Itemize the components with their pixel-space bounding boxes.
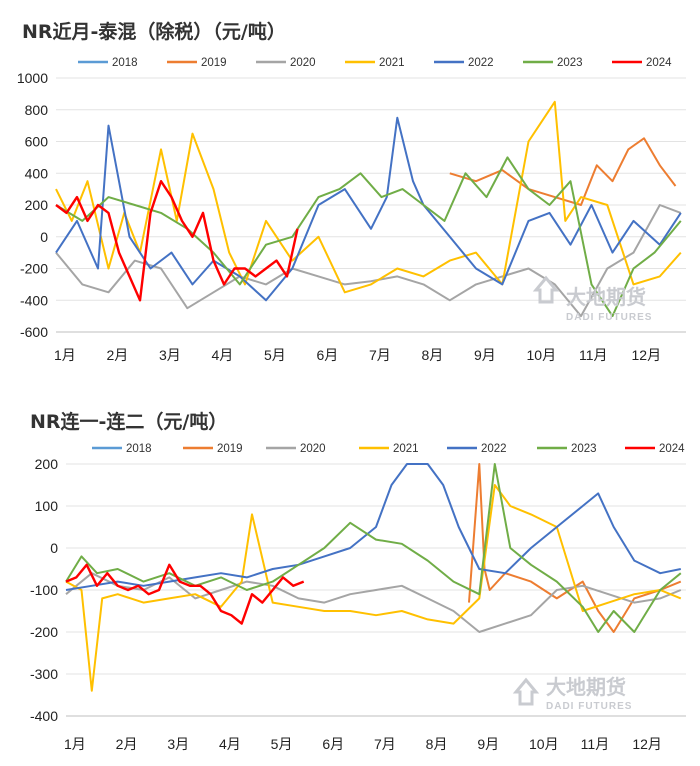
chart-1-x-ticks: 1月 2月 3月 4月 5月 6月 7月 8月 9月 10月 11月 12月 [54, 347, 661, 363]
x-tick-label: 1月 [64, 736, 86, 752]
series-line-2022 [55, 116, 682, 302]
y-tick-label: -600 [20, 324, 48, 340]
chart-1-title: NR近月-泰混（除税）（元/吨） [22, 20, 286, 43]
series-line-2020 [55, 204, 682, 318]
x-tick-label: 12月 [632, 347, 662, 363]
legend-label-2022: 2022 [468, 57, 494, 69]
series-line-2021 [55, 100, 682, 294]
x-tick-label: 10月 [527, 347, 557, 363]
y-tick-label: 800 [25, 102, 49, 118]
chart-near-month-vs-thai-mix: NR近月-泰混（除税）（元/吨） 1000 800 600 400 200 0 -200 -4… [17, 20, 686, 363]
x-tick-label: 5月 [271, 736, 293, 752]
chart-2-title: NR连一-连二（元/吨） [30, 410, 227, 433]
legend-label-2018: 2018 [126, 443, 152, 455]
y-tick-label: -200 [30, 624, 58, 640]
x-tick-label: 6月 [317, 347, 339, 363]
series-line-2023 [55, 156, 682, 318]
series-line-2019 [449, 137, 677, 206]
x-tick-label: 3月 [159, 347, 181, 363]
legend-label-2020: 2020 [300, 443, 326, 455]
x-tick-label: 12月 [632, 736, 662, 752]
y-tick-label: -200 [20, 261, 48, 277]
x-tick-label: 8月 [426, 736, 448, 752]
x-tick-label: 5月 [264, 347, 286, 363]
chart-2-x-ticks: 1月 2月 3月 4月 5月 6月 7月 8月 9月 10月 11月 12月 [64, 736, 662, 752]
y-tick-label: 1000 [17, 70, 48, 86]
legend-label-2024: 2024 [646, 57, 672, 69]
watermark-cn: 大地期货 [546, 675, 626, 699]
x-tick-label: 2月 [107, 347, 129, 363]
y-tick-label: 0 [50, 540, 58, 556]
x-tick-label: 6月 [322, 736, 344, 752]
chart-2-legend: 2018 2019 2020 2021 2022 2023 2024 [92, 443, 685, 455]
x-tick-label: 3月 [167, 736, 189, 752]
x-tick-label: 11月 [579, 347, 608, 363]
y-tick-label: 100 [35, 498, 59, 514]
x-tick-label: 4月 [219, 736, 241, 752]
series-line-2024 [65, 563, 305, 625]
dadi-logo-icon [512, 677, 540, 706]
series-line-2021 [65, 484, 682, 692]
legend-label-2020: 2020 [290, 57, 316, 69]
chart-2-watermark: 大地期货 DADI FUTURES [512, 675, 632, 712]
legend-label-2021: 2021 [393, 443, 419, 455]
series-line-2020 [65, 572, 682, 633]
x-tick-label: 2月 [116, 736, 138, 752]
watermark-en: DADI FUTURES [546, 701, 632, 712]
y-tick-label: 600 [25, 134, 49, 150]
legend-label-2022: 2022 [481, 443, 507, 455]
x-tick-label: 4月 [212, 347, 234, 363]
watermark-cn: 大地期货 [566, 285, 646, 309]
x-tick-label: 7月 [374, 736, 396, 752]
series-line-2022 [65, 463, 681, 591]
legend-label-2021: 2021 [379, 57, 405, 69]
series-line-2023 [65, 463, 682, 633]
x-tick-label: 7月 [369, 347, 391, 363]
legend-label-2018: 2018 [112, 57, 138, 69]
x-tick-label: 8月 [422, 347, 444, 363]
watermark-en: DADI FUTURES [566, 312, 652, 323]
y-tick-label: -400 [30, 708, 58, 724]
dadi-logo-icon [532, 275, 560, 304]
chart-1-y-ticks: 1000 800 600 400 200 0 -200 -400 -600 [17, 70, 48, 340]
series-line-2024 [55, 179, 299, 302]
chart-1-watermark: 大地期货 DADI FUTURES [532, 275, 652, 323]
legend-label-2019: 2019 [201, 57, 227, 69]
legend-label-2023: 2023 [571, 443, 597, 455]
x-tick-label: 9月 [474, 347, 496, 363]
y-tick-label: 0 [40, 229, 48, 245]
legend-label-2024: 2024 [659, 443, 685, 455]
y-tick-label: 400 [25, 165, 49, 181]
chart-first-vs-second-contract: NR连一-连二（元/吨） 200 100 0 -100 -200 -300 -400 1月 2… [30, 410, 686, 752]
legend-label-2019: 2019 [217, 443, 243, 455]
x-tick-label: 1月 [54, 347, 76, 363]
y-tick-label: -300 [30, 666, 58, 682]
y-tick-label: -100 [30, 582, 58, 598]
chart-1-series [55, 100, 682, 318]
x-tick-label: 10月 [529, 736, 559, 752]
x-tick-label: 11月 [581, 736, 610, 752]
legend-label-2023: 2023 [557, 57, 583, 69]
chart-1-legend: 2018 2019 2020 2021 2022 2023 2024 [78, 57, 672, 69]
y-tick-label: -400 [20, 292, 48, 308]
chart-2-y-ticks: 200 100 0 -100 -200 -300 -400 [30, 456, 58, 724]
y-tick-label: 200 [25, 197, 49, 213]
x-tick-label: 9月 [477, 736, 499, 752]
y-tick-label: 200 [35, 456, 59, 472]
chart-2-series [65, 463, 682, 692]
